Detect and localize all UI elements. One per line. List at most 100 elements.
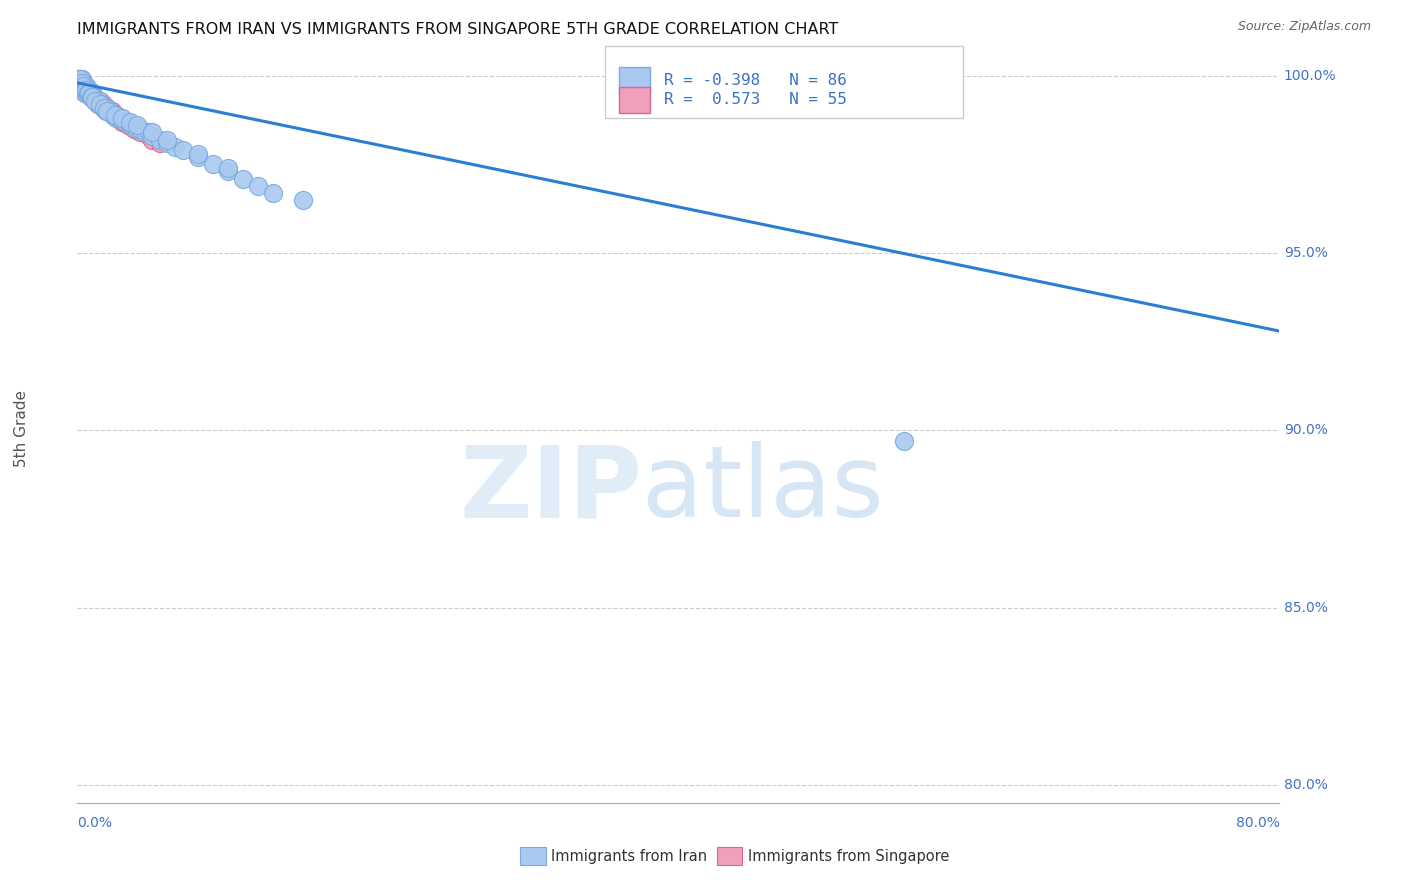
Point [69, 72, 91, 87]
Point [127, 122, 149, 136]
Text: 80.0%: 80.0% [1236, 816, 1279, 830]
Point [134, 126, 156, 140]
Point [105, 108, 128, 122]
Point [82, 87, 104, 101]
Point [73, 83, 96, 97]
Point [89, 97, 111, 112]
Point [69, 76, 91, 90]
Point [141, 132, 163, 146]
Point [80, 90, 103, 104]
Point [111, 115, 134, 129]
Point [79, 87, 101, 101]
Point [124, 119, 146, 133]
Point [93, 101, 115, 115]
Point [149, 132, 172, 146]
Text: Immigrants from Iran: Immigrants from Iran [551, 849, 707, 863]
Point [94, 101, 117, 115]
Point [80, 90, 103, 104]
Point [246, 178, 269, 193]
Point [86, 94, 108, 108]
Point [70, 72, 93, 87]
Point [69, 72, 91, 87]
Point [89, 97, 111, 112]
Point [70, 79, 93, 94]
Point [83, 90, 105, 104]
Point [70, 83, 93, 97]
Point [111, 112, 134, 126]
Point [76, 83, 98, 97]
Point [76, 87, 98, 101]
Point [79, 87, 101, 101]
Point [67, 76, 90, 90]
Point [87, 97, 110, 112]
Point [120, 119, 142, 133]
Point [75, 79, 97, 94]
Point [129, 122, 152, 136]
Text: 5th Grade: 5th Grade [14, 390, 28, 467]
Point [127, 122, 149, 136]
Point [75, 83, 97, 97]
Point [217, 161, 239, 175]
Point [80, 87, 103, 101]
Point [67, 72, 90, 87]
Point [117, 115, 139, 129]
Text: 80.0%: 80.0% [1284, 778, 1327, 792]
Point [91, 101, 114, 115]
Point [93, 101, 115, 115]
Point [90, 97, 112, 112]
Point [89, 94, 111, 108]
Point [87, 97, 110, 112]
Point [217, 164, 239, 178]
Point [104, 108, 127, 122]
Point [69, 83, 91, 97]
Point [72, 79, 94, 94]
Point [118, 115, 141, 129]
Point [76, 83, 98, 97]
Point [82, 90, 104, 104]
Point [82, 90, 104, 104]
Point [70, 79, 93, 94]
Text: 90.0%: 90.0% [1284, 424, 1327, 437]
Point [69, 79, 91, 94]
Point [124, 122, 146, 136]
Point [67, 72, 90, 87]
Point [100, 104, 122, 119]
Point [80, 90, 103, 104]
Point [82, 87, 104, 101]
Point [70, 76, 93, 90]
Point [96, 104, 118, 119]
Point [149, 136, 172, 150]
Point [108, 112, 131, 126]
Point [232, 171, 254, 186]
Point [75, 79, 97, 94]
Point [79, 83, 101, 97]
Point [201, 157, 224, 171]
Point [76, 87, 98, 101]
Point [73, 83, 96, 97]
Text: 100.0%: 100.0% [1284, 69, 1336, 83]
Point [70, 76, 93, 90]
Text: Immigrants from Singapore: Immigrants from Singapore [748, 849, 949, 863]
Point [156, 132, 179, 146]
Point [138, 128, 160, 143]
Point [80, 87, 103, 101]
Point [129, 126, 152, 140]
Point [156, 136, 179, 150]
Point [67, 79, 90, 94]
Text: 85.0%: 85.0% [1284, 600, 1327, 615]
Point [114, 115, 136, 129]
Point [75, 83, 97, 97]
Point [75, 87, 97, 101]
Point [117, 119, 139, 133]
Point [104, 108, 127, 122]
Point [262, 186, 284, 200]
Point [73, 79, 96, 94]
Point [141, 128, 163, 143]
Point [72, 79, 94, 94]
Point [291, 193, 314, 207]
Point [96, 104, 118, 119]
Text: R =  0.573   N = 55: R = 0.573 N = 55 [664, 93, 846, 107]
Point [76, 87, 98, 101]
Point [75, 83, 97, 97]
Point [107, 112, 129, 126]
